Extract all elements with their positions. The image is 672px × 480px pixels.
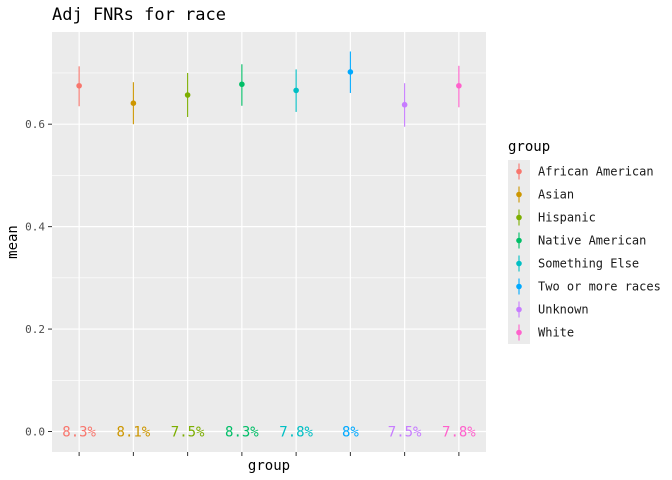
percent-label: 7.8% xyxy=(442,425,476,441)
y-tick-label: 0.2 xyxy=(25,323,45,336)
mean-point xyxy=(76,82,82,89)
legend-label: Native American xyxy=(538,234,646,248)
percent-label: 8.1% xyxy=(117,425,151,441)
legend-label: African American xyxy=(538,165,654,179)
legend-key-point xyxy=(516,306,522,313)
y-tick-label: 0.4 xyxy=(25,221,45,234)
percent-label: 8% xyxy=(342,425,359,441)
legend-key-background xyxy=(508,160,530,344)
y-axis-title: mean xyxy=(5,225,21,259)
y-tick-label: 0.0 xyxy=(25,426,45,439)
legend-label: Hispanic xyxy=(538,211,596,225)
legend-key-point xyxy=(516,214,522,221)
legend-title: group xyxy=(508,139,550,155)
legend-label: Something Else xyxy=(538,257,639,271)
legend: group African American Asian Hispanic Nativ… xyxy=(508,139,661,344)
mean-point xyxy=(293,87,299,94)
legend-key-point xyxy=(516,237,522,244)
legend-key-point xyxy=(516,260,522,267)
mean-point xyxy=(347,69,354,75)
legend-label: Two or more races xyxy=(538,280,661,294)
legend-key-point xyxy=(516,329,522,336)
percent-label: 8.3% xyxy=(62,425,96,441)
percent-label: 7.5% xyxy=(171,425,205,441)
legend-label: White xyxy=(538,326,574,340)
y-tick-label: 0.6 xyxy=(25,118,45,131)
legend-label: Unknown xyxy=(538,303,589,317)
mean-point xyxy=(130,100,137,106)
percent-label: 8.3% xyxy=(225,425,259,441)
percent-label: 7.5% xyxy=(388,425,422,441)
legend-key-point xyxy=(516,168,522,175)
legend-label: Asian xyxy=(538,188,574,202)
mean-point xyxy=(456,82,462,89)
mean-point xyxy=(239,81,245,88)
percent-label: 7.8% xyxy=(279,425,313,441)
y-axis: 0.0 0.2 0.4 0.6 xyxy=(25,118,52,439)
mean-point xyxy=(401,101,408,108)
data-marks xyxy=(76,51,462,127)
chart-title: Adj FNRs for race xyxy=(52,5,226,25)
plot-panel xyxy=(52,32,486,452)
mean-point xyxy=(184,92,191,98)
x-axis-title: group xyxy=(248,458,290,474)
legend-key-point xyxy=(516,283,522,290)
legend-key-point xyxy=(516,191,522,198)
x-axis xyxy=(78,452,460,456)
percent-labels: 8.3% 8.1% 7.5% 8.3% 7.8% 8% 7.5% 7.8% xyxy=(62,425,476,441)
